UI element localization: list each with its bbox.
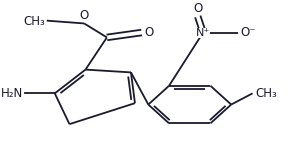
Text: O⁻: O⁻	[241, 26, 256, 39]
Text: CH₃: CH₃	[255, 87, 277, 100]
Text: CH₃: CH₃	[23, 15, 45, 28]
Text: O: O	[144, 26, 154, 39]
Text: O: O	[79, 9, 89, 22]
Text: O: O	[193, 2, 202, 15]
Text: H₂N: H₂N	[1, 87, 24, 100]
Text: N⁺: N⁺	[196, 28, 210, 38]
